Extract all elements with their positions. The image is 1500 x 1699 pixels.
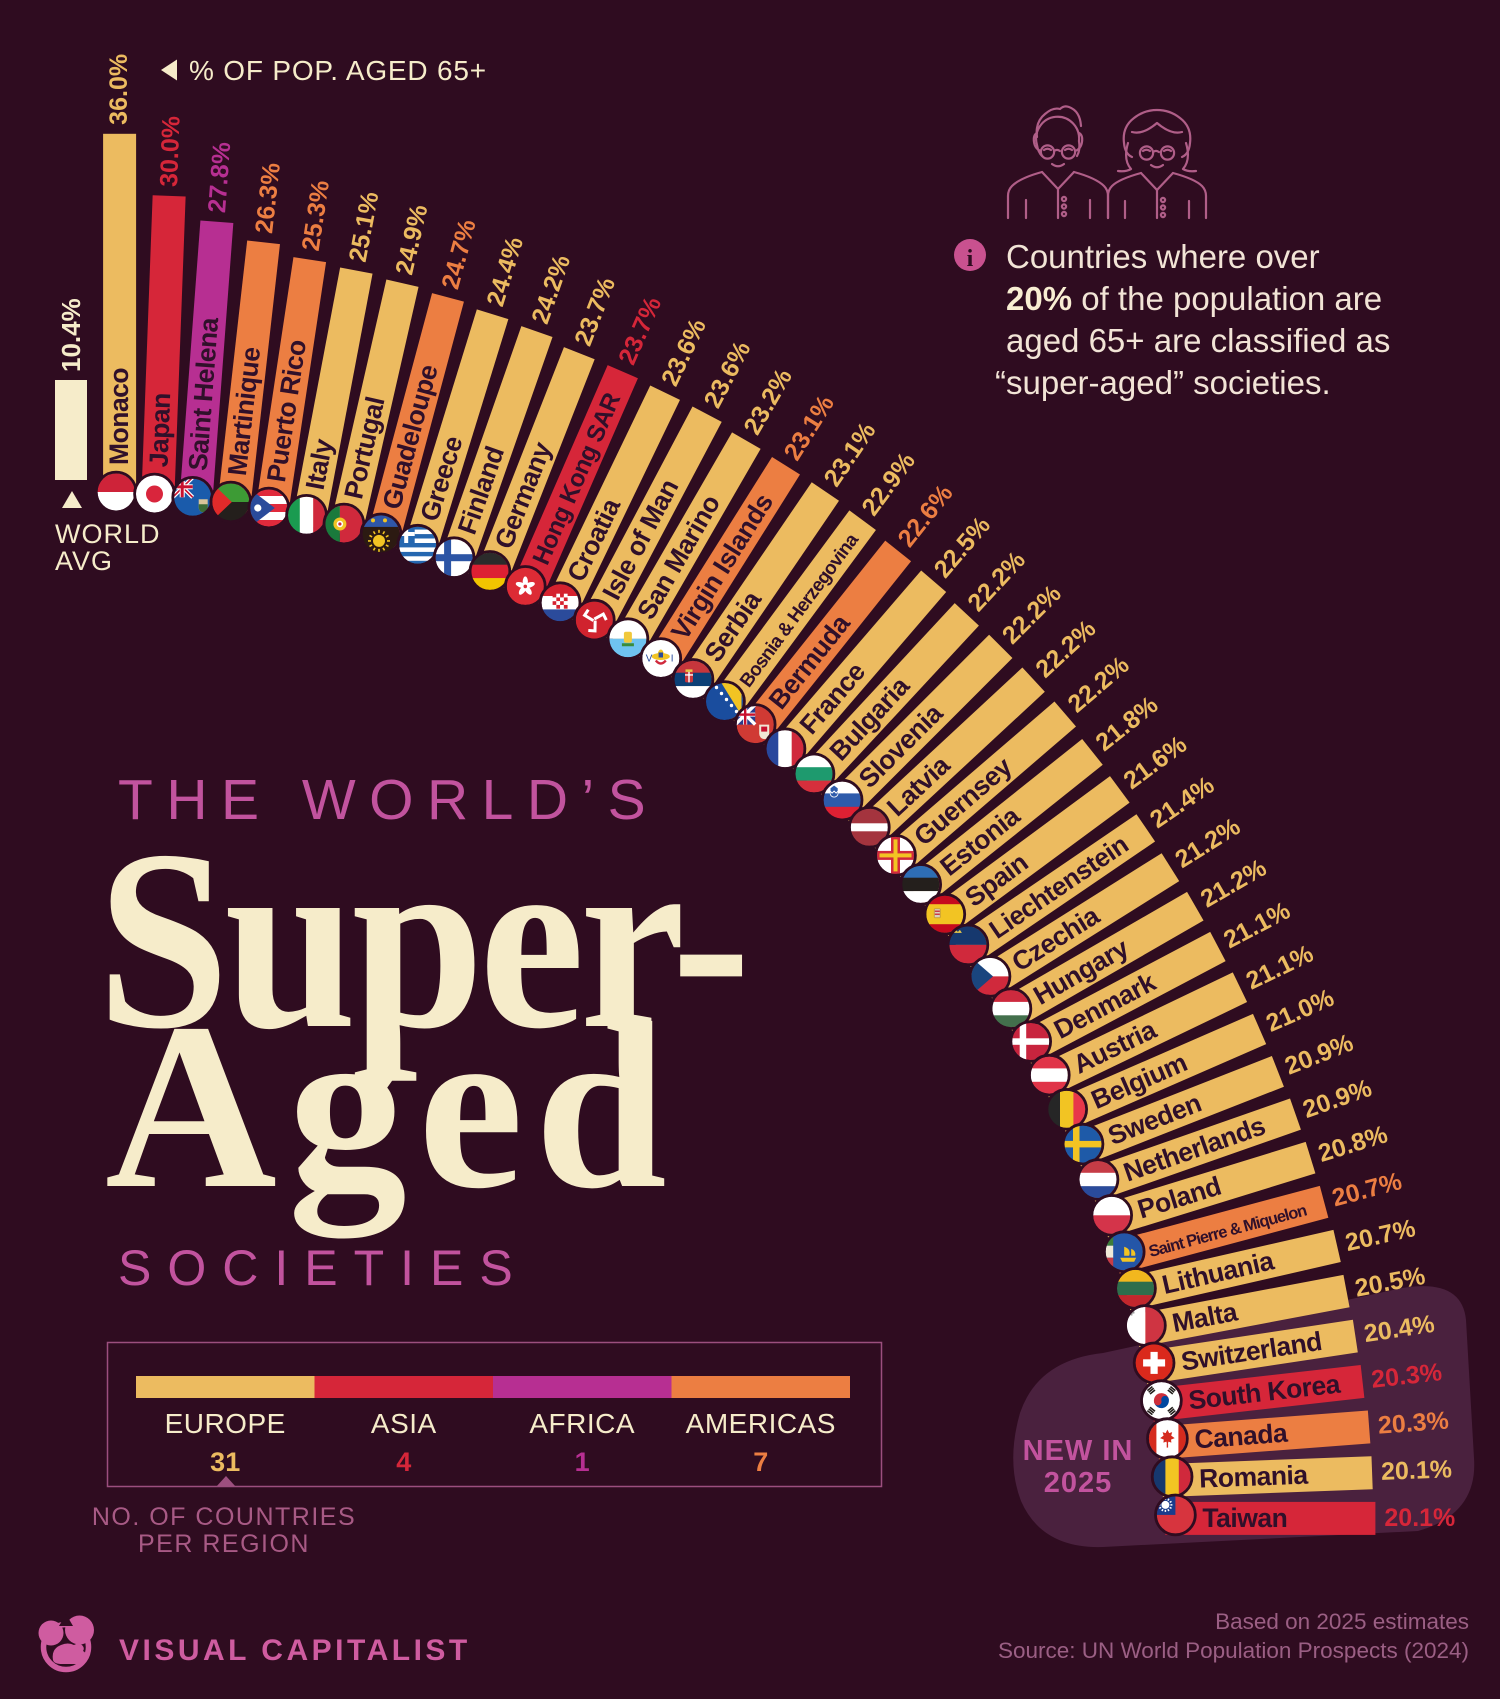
svg-text:AMERICAS: AMERICAS — [686, 1408, 836, 1439]
svg-text:20.3%: 20.3% — [1377, 1407, 1450, 1440]
svg-text:I: I — [671, 654, 674, 665]
svg-text:Aged: Aged — [105, 975, 678, 1238]
svg-text:4: 4 — [396, 1447, 411, 1477]
svg-text:AFRICA: AFRICA — [529, 1408, 635, 1439]
svg-text:EUROPE: EUROPE — [165, 1408, 286, 1439]
svg-text:7: 7 — [753, 1447, 768, 1477]
svg-text:20.1%: 20.1% — [1381, 1455, 1453, 1486]
svg-text:NEW IN: NEW IN — [1023, 1435, 1134, 1467]
svg-text:aged 65+ are classified as: aged 65+ are classified as — [1006, 322, 1390, 359]
svg-text:AVG: AVG — [55, 546, 113, 576]
svg-text:10.4%: 10.4% — [56, 298, 86, 372]
svg-text:THE WORLD’S: THE WORLD’S — [118, 768, 659, 832]
svg-text:2025: 2025 — [1044, 1467, 1113, 1499]
svg-text:Countries where over: Countries where over — [1006, 238, 1320, 275]
svg-text:SOCIETIES: SOCIETIES — [118, 1240, 529, 1296]
svg-text:NO. OF COUNTRIES: NO. OF COUNTRIES — [92, 1503, 356, 1531]
svg-text:i: i — [967, 246, 974, 272]
svg-text:Based on 2025 estimates: Based on 2025 estimates — [1215, 1609, 1469, 1634]
svg-text:V: V — [646, 654, 653, 665]
svg-text:Super-: Super- — [97, 797, 746, 1082]
svg-text:VISUAL CAPITALIST: VISUAL CAPITALIST — [119, 1634, 471, 1667]
svg-text:ASIA: ASIA — [371, 1408, 437, 1439]
svg-text:30.0%: 30.0% — [155, 115, 186, 187]
svg-text:“super-aged” societies.: “super-aged” societies. — [995, 364, 1331, 401]
svg-text:1: 1 — [575, 1447, 590, 1477]
svg-text:Canada: Canada — [1193, 1418, 1288, 1455]
svg-text:PER REGION: PER REGION — [138, 1530, 310, 1558]
svg-text:% OF POP. AGED 65+: % OF POP. AGED 65+ — [189, 55, 487, 86]
svg-text:31: 31 — [210, 1447, 240, 1477]
svg-text:Source: UN World Population Pr: Source: UN World Population Prospects (2… — [998, 1638, 1469, 1663]
svg-text:20% of the population are: 20% of the population are — [1006, 280, 1382, 317]
svg-text:Japan: Japan — [144, 393, 177, 468]
svg-text:WORLD: WORLD — [55, 519, 161, 549]
svg-text:Taiwan: Taiwan — [1202, 1503, 1287, 1533]
svg-text:Romania: Romania — [1199, 1460, 1309, 1494]
svg-text:Monaco: Monaco — [104, 368, 134, 465]
svg-text:36.0%: 36.0% — [105, 54, 133, 125]
svg-text:20.1%: 20.1% — [1384, 1504, 1455, 1532]
svg-text:27.8%: 27.8% — [203, 141, 236, 214]
